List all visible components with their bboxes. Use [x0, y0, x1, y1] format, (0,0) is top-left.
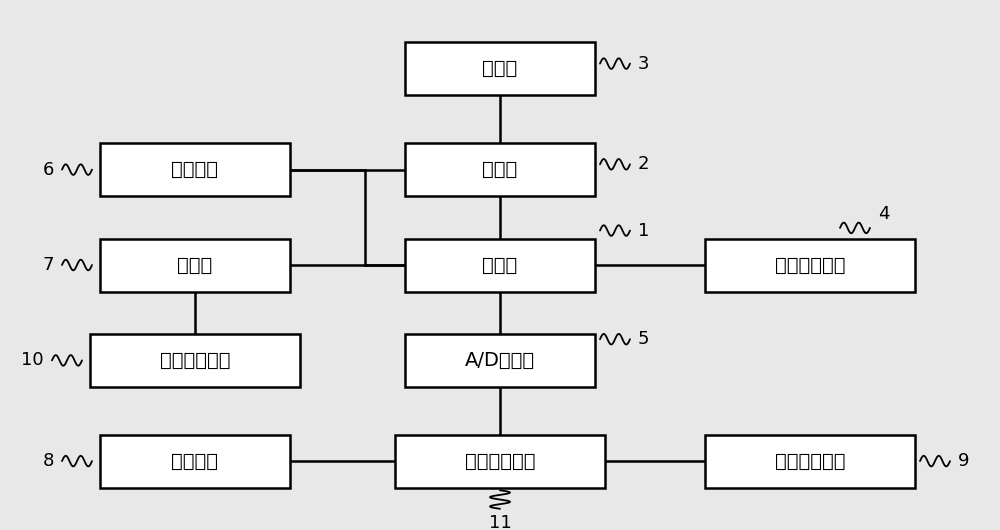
FancyBboxPatch shape: [395, 435, 605, 488]
FancyBboxPatch shape: [405, 42, 595, 95]
Text: 1: 1: [638, 222, 649, 240]
Text: 6: 6: [43, 161, 54, 179]
Text: 3: 3: [638, 55, 650, 73]
FancyBboxPatch shape: [100, 238, 290, 292]
Text: 2: 2: [638, 155, 650, 173]
Text: 校园网: 校园网: [482, 160, 518, 179]
Text: 数据库: 数据库: [482, 59, 518, 78]
FancyBboxPatch shape: [100, 435, 290, 488]
Text: 9: 9: [958, 452, 970, 470]
Text: 4: 4: [878, 205, 890, 223]
FancyBboxPatch shape: [405, 143, 595, 196]
Text: 10: 10: [21, 351, 44, 369]
FancyBboxPatch shape: [705, 435, 915, 488]
Text: A/D转换器: A/D转换器: [465, 351, 535, 370]
Text: 7: 7: [43, 256, 54, 274]
Text: 8: 8: [43, 452, 54, 470]
Text: 5: 5: [638, 330, 650, 348]
Text: 无线控制模块: 无线控制模块: [160, 351, 230, 370]
FancyBboxPatch shape: [405, 238, 595, 292]
Text: 11: 11: [489, 514, 511, 530]
FancyBboxPatch shape: [705, 238, 915, 292]
Text: 手写输入模块: 手写输入模块: [775, 452, 845, 471]
FancyBboxPatch shape: [100, 143, 290, 196]
Text: 电子白板: 电子白板: [172, 160, 218, 179]
FancyBboxPatch shape: [90, 334, 300, 387]
Text: 投影仪: 投影仪: [177, 255, 213, 275]
Text: 录音模块: 录音模块: [172, 452, 218, 471]
FancyBboxPatch shape: [405, 334, 595, 387]
Text: 数据采集模块: 数据采集模块: [465, 452, 535, 471]
Text: 计算机: 计算机: [482, 255, 518, 275]
Text: 脸部识别装置: 脸部识别装置: [775, 255, 845, 275]
